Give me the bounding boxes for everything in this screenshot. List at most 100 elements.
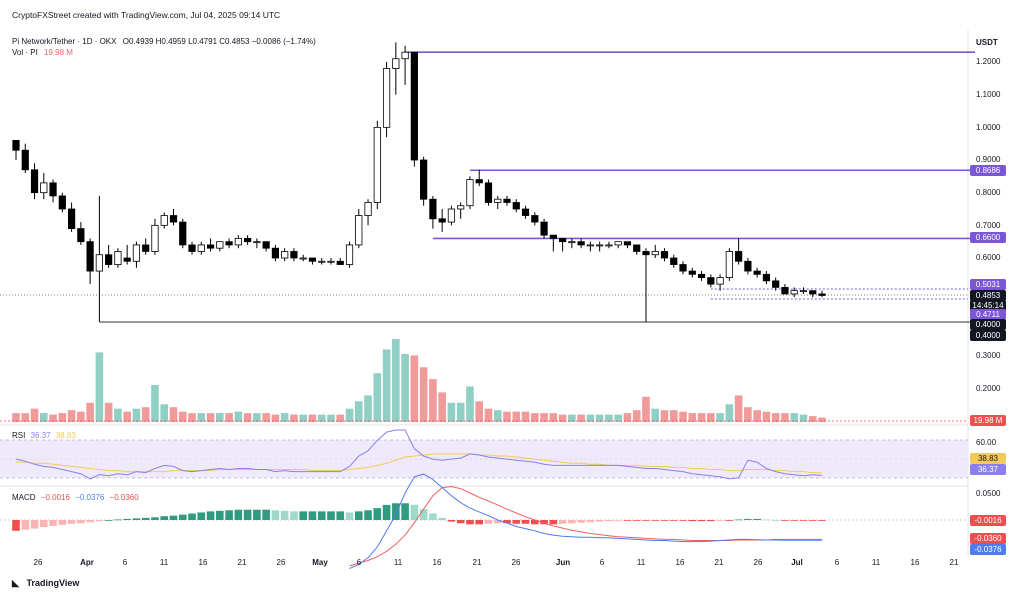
- candle-body: [558, 237, 567, 243]
- candle-body: [781, 286, 789, 295]
- currency-label: USDT: [976, 38, 998, 47]
- macd-hist-bar: [364, 510, 372, 520]
- candle-body: [308, 257, 317, 262]
- vol-value: 19.98 M: [44, 48, 73, 57]
- macd-signal-value: −0.0360: [109, 493, 139, 502]
- macd-hist-bar: [21, 520, 30, 530]
- volume-bar: [290, 414, 298, 422]
- candle-body: [58, 195, 66, 210]
- macd-hist-bar: [808, 520, 817, 521]
- macd-line: [349, 473, 822, 570]
- volume-bar: [206, 413, 215, 422]
- volume-bar: [280, 413, 289, 422]
- candle-body: [688, 270, 696, 275]
- volume-bar: [808, 416, 817, 422]
- macd-hist-bar: [771, 520, 780, 521]
- volume-bar: [253, 413, 261, 422]
- macd-hist-bar: [95, 520, 104, 522]
- volume-bar: [364, 395, 372, 422]
- macd-hist-bar: [438, 517, 446, 520]
- x-tick: May: [312, 558, 328, 567]
- price-tick: 0.9000: [976, 155, 1001, 164]
- macd-hist-bar: [818, 520, 826, 521]
- macd-hist-bar: [104, 520, 113, 521]
- volume-bar: [77, 411, 85, 422]
- macd-hist-bar: [790, 520, 799, 521]
- macd-hist-bar: [549, 520, 558, 525]
- volume-bar: [651, 408, 660, 422]
- macd-hist-bar: [317, 511, 326, 520]
- volume-bar: [160, 404, 169, 422]
- candle-body: [95, 254, 103, 272]
- candle-body: [151, 224, 159, 252]
- volume-bar: [216, 413, 224, 422]
- x-tick: 6: [834, 558, 840, 567]
- x-tick: 26: [511, 558, 521, 567]
- candle-body: [549, 234, 557, 239]
- macd-hist-bar: [382, 504, 391, 520]
- x-tick: 16: [675, 558, 685, 567]
- volume-bar: [540, 413, 548, 422]
- volume-bar: [132, 408, 141, 422]
- macd-hist-bar: [243, 509, 252, 520]
- macd-hist-bar: [280, 510, 289, 520]
- macd-hist-bar: [531, 520, 539, 525]
- volume-bar: [410, 355, 419, 422]
- price-tick: 1.0000: [976, 123, 1001, 132]
- macd-signal-line: [349, 485, 822, 567]
- volume-bar: [86, 402, 94, 422]
- candle-body: [299, 257, 307, 260]
- volume-bar: [456, 402, 465, 422]
- volume-bar: [243, 413, 252, 422]
- candle-body: [735, 251, 743, 262]
- macd-hist-bar: [669, 520, 678, 521]
- candle-body: [86, 241, 94, 272]
- macd-hist-bar: [679, 520, 687, 521]
- macd-hist-bar: [308, 511, 317, 520]
- candle-body: [253, 241, 261, 244]
- volume-bar: [67, 410, 76, 422]
- macd-hist-bar: [456, 520, 465, 524]
- candle-body: [809, 290, 817, 295]
- candle-body: [345, 244, 354, 265]
- macd-hist-bar: [86, 520, 94, 523]
- macd-hist-bar: [77, 520, 85, 524]
- x-tick: 16: [198, 558, 208, 567]
- level-badge: 0.5031: [970, 279, 1006, 290]
- volume-bar: [30, 408, 39, 422]
- macd-hist-bar: [354, 511, 363, 520]
- macd-hist-bar: [216, 510, 224, 520]
- candle-body: [494, 198, 502, 203]
- macd-hist-bar: [521, 520, 530, 524]
- volume-bar: [568, 414, 576, 422]
- macd-hist-bar: [586, 520, 595, 523]
- macd-tick: 0.0500: [976, 489, 1001, 498]
- candle-body: [531, 215, 539, 223]
- volume-bar: [151, 385, 159, 422]
- candle-body: [206, 244, 215, 249]
- candle-body: [818, 293, 826, 296]
- candle-body: [660, 251, 669, 259]
- candle-body: [327, 260, 335, 263]
- candle-body: [318, 260, 326, 263]
- candle-body: [633, 244, 641, 252]
- rsi-badge: 36.37: [970, 464, 1006, 475]
- candle-body: [577, 241, 585, 246]
- macd-header: MACD −0.0016 −0.0376 −0.0360: [12, 493, 139, 502]
- volume-bar: [503, 411, 511, 422]
- macd-hist-bar: [688, 520, 697, 522]
- volume-bar: [299, 414, 307, 422]
- volume-bar: [725, 404, 734, 422]
- x-tick: 21: [714, 558, 724, 567]
- x-tick: 6: [122, 558, 128, 567]
- price-tick: 0.6000: [976, 253, 1001, 262]
- volume-bar: [531, 413, 539, 422]
- macd-hist-bar: [540, 520, 548, 525]
- rsi-ma-value: 38.83: [55, 431, 76, 440]
- candle-body: [271, 247, 280, 259]
- macd-hist-bar: [151, 517, 159, 520]
- tradingview-logo[interactable]: ◣ TradingView: [12, 578, 79, 589]
- macd-label: MACD: [12, 493, 36, 502]
- macd-hist-bar: [401, 503, 409, 520]
